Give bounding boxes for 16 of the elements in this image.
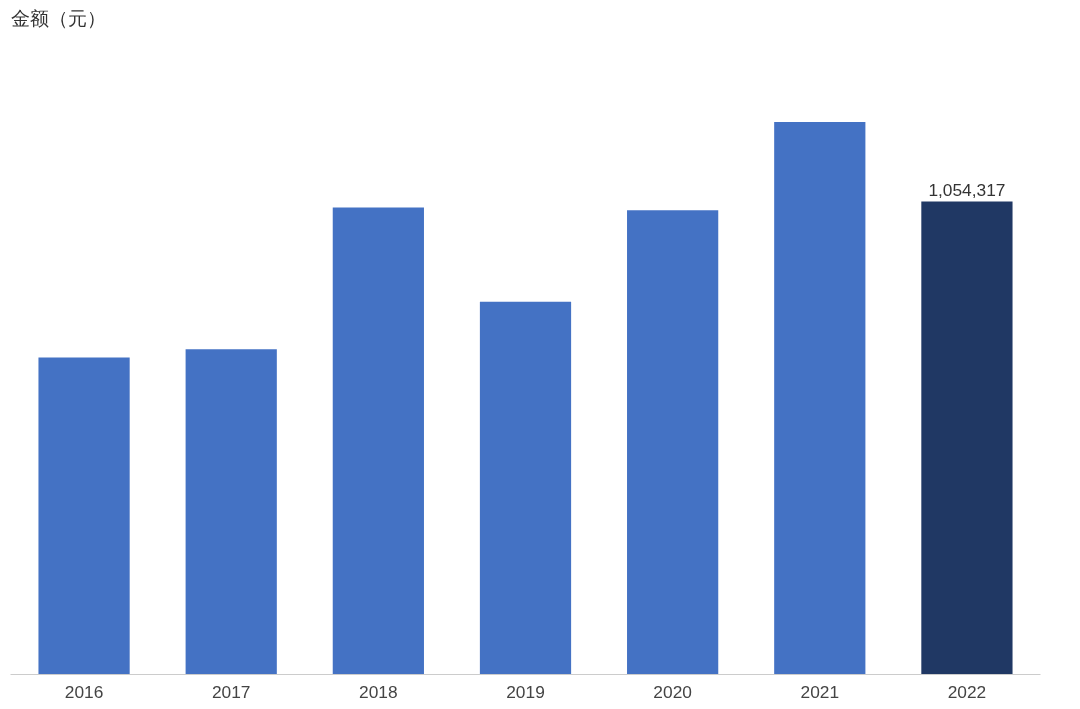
x-tick-label: 2021 [800,681,840,702]
bar [479,301,572,675]
bar [185,349,277,675]
x-tick-label: 2019 [506,681,545,702]
x-tick-label: 2018 [359,681,398,702]
x-tick-label: 2020 [653,681,692,702]
x-tick-label: 2022 [947,681,987,702]
x-tick-label: 2016 [64,681,104,702]
bar [38,357,130,675]
bar [627,210,719,675]
x-tick-label: 2017 [211,681,251,702]
text: 金额（元） [10,7,106,29]
bar [774,121,866,675]
bar [332,207,424,675]
bar [921,201,1013,675]
data-label: 1,054,317 [928,179,1006,200]
